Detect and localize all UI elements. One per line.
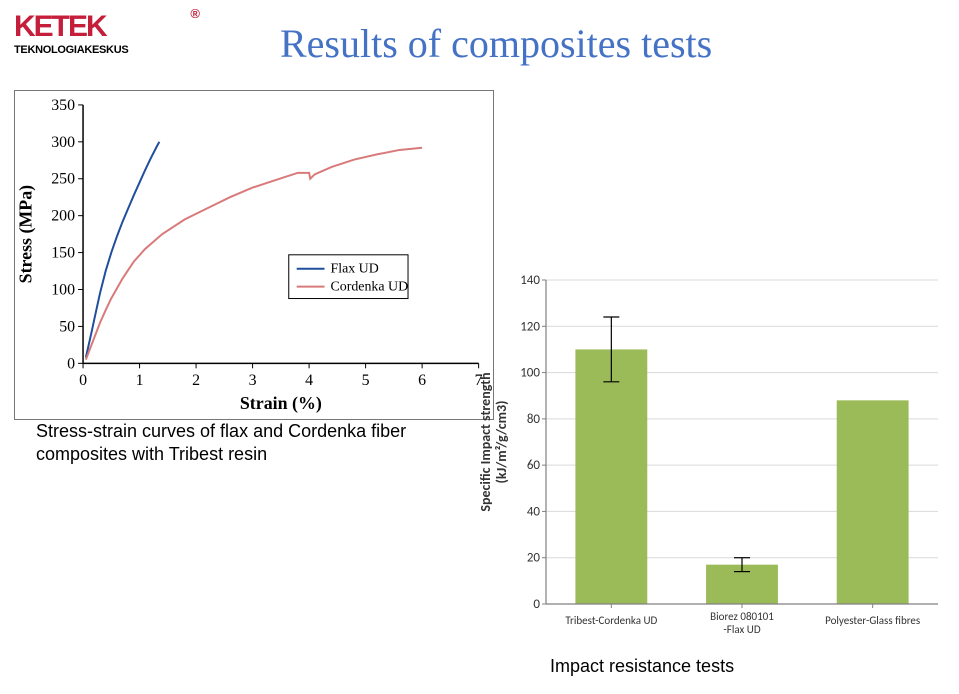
svg-text:100: 100 — [520, 366, 540, 381]
svg-text:Stress (MPa): Stress (MPa) — [15, 185, 36, 283]
svg-text:2: 2 — [192, 372, 200, 389]
svg-text:120: 120 — [520, 319, 540, 334]
svg-text:40: 40 — [527, 504, 541, 519]
logo-main-text: KETEK ® — [14, 10, 184, 44]
svg-text:Tribest-Cordenka UD: Tribest-Cordenka UD — [565, 614, 657, 627]
svg-text:0: 0 — [79, 372, 87, 389]
svg-text:140: 140 — [520, 273, 540, 288]
svg-text:5: 5 — [362, 372, 370, 389]
svg-text:(kJ/m²/g/cm3): (kJ/m²/g/cm3) — [493, 401, 510, 484]
svg-text:3: 3 — [249, 372, 257, 389]
svg-text:0: 0 — [533, 597, 540, 612]
svg-text:Specific Impact strength: Specific Impact strength — [480, 372, 494, 511]
chart1-caption: Stress-strain curves of flax and Cordenk… — [36, 420, 476, 467]
svg-text:Flax UD: Flax UD — [330, 262, 378, 277]
svg-text:0: 0 — [67, 355, 75, 372]
svg-text:50: 50 — [59, 318, 75, 335]
svg-text:Biorez 080101: Biorez 080101 — [710, 610, 774, 623]
ketek-logo: KETEK ® TEKNOLOGIAKESKUS — [14, 10, 184, 56]
impact-bar-chart: 0 20 40 60 80 100 120 140 Tribest-Cordenka UD Bio… — [480, 268, 946, 648]
svg-text:1: 1 — [136, 372, 144, 389]
svg-text:Strain (%): Strain (%) — [240, 393, 322, 414]
svg-text:250: 250 — [51, 171, 75, 188]
svg-text:-Flax UD: -Flax UD — [723, 623, 760, 636]
svg-text:Polyester-Glass fibres: Polyester-Glass fibres — [825, 614, 920, 627]
svg-text:4: 4 — [305, 372, 313, 389]
svg-text:100: 100 — [51, 281, 75, 298]
logo-registered: ® — [190, 6, 198, 21]
chart1-svg: 01234567050100150200250300350Strain (%)S… — [15, 91, 493, 419]
logo-subtitle: TEKNOLOGIAKESKUS — [14, 44, 184, 56]
logo-brand: KETEK — [14, 10, 106, 43]
svg-text:200: 200 — [51, 208, 75, 225]
svg-text:60: 60 — [527, 458, 541, 473]
svg-text:300: 300 — [51, 134, 75, 151]
svg-text:150: 150 — [51, 245, 75, 262]
svg-text:6: 6 — [418, 372, 426, 389]
svg-text:Cordenka UD: Cordenka UD — [330, 280, 408, 295]
chart2-caption: Impact resistance tests — [550, 656, 734, 677]
svg-text:350: 350 — [51, 97, 75, 114]
stress-strain-chart: 01234567050100150200250300350Strain (%)S… — [14, 90, 494, 420]
slide-title: Results of composites tests — [280, 20, 712, 67]
svg-text:80: 80 — [527, 412, 541, 427]
svg-text:20: 20 — [527, 551, 541, 566]
chart2-svg: 0 20 40 60 80 100 120 140 Tribest-Cordenka UD Bio… — [480, 268, 946, 648]
